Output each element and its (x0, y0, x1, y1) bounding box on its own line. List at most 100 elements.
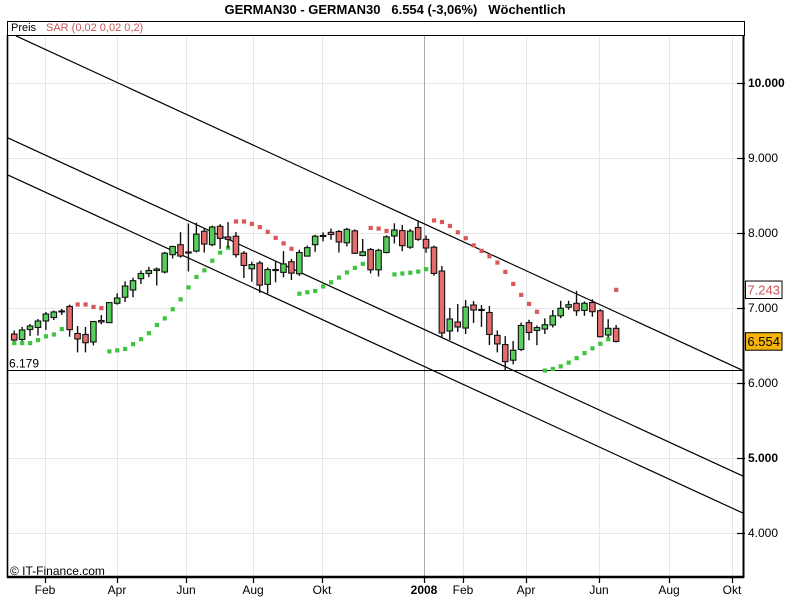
sar-dot (329, 280, 334, 285)
sar-dot (360, 261, 365, 267)
gridlines (7, 35, 744, 578)
sar-dot (313, 288, 318, 294)
candle-body (66, 305, 73, 331)
candle-body (327, 231, 335, 236)
candle-body (10, 333, 18, 341)
candle-body (42, 313, 50, 322)
sar-dot (91, 304, 96, 310)
sar-dot (12, 341, 17, 346)
y-tick-label: 4.000 (748, 526, 778, 540)
chart-title-price: 6.554 (391, 2, 424, 17)
indicator-bar: Preis SAR (0,02 0,02 0,2) (7, 21, 745, 36)
chart-title: GERMAN30 - GERMAN30 6.554 (-3,06%) Wöche… (0, 2, 790, 17)
candle-body (224, 236, 232, 240)
y-tick-label: 10.000 (748, 76, 785, 90)
trendline[interactable] (7, 137, 744, 478)
sar-dot (154, 322, 159, 328)
candle-body (517, 324, 525, 351)
sar-dot (51, 332, 56, 337)
sar-dot (447, 223, 452, 229)
sar-dot (257, 225, 262, 230)
sar-dot (400, 271, 405, 276)
candle-body (121, 285, 129, 298)
candles (10, 220, 620, 371)
candle-body (161, 252, 168, 273)
candle-body (288, 261, 295, 274)
sar-price-tag-text: 7.243 (747, 282, 780, 297)
x-tick-label: Feb (35, 583, 56, 597)
candle-body (573, 302, 580, 312)
axes: 10.000 9.000 8.000 7.000 6.000 5.000 4.000 Feb A… (6, 35, 785, 597)
y-tick-label: 6.000 (748, 376, 778, 390)
sar-dot (162, 316, 167, 321)
sar-dot (59, 327, 64, 332)
sar-dot (186, 285, 191, 290)
y-tick-label: 5.000 (748, 451, 778, 465)
sar-dot (146, 331, 152, 336)
candle-body (264, 268, 271, 285)
candle-body (430, 246, 438, 274)
sar-dot (83, 302, 88, 307)
candle-body (509, 349, 517, 361)
sar-dot (336, 275, 342, 280)
sar-dots (12, 218, 619, 373)
support-level-label: 6.179 (9, 357, 39, 371)
y-tick-label: 7.000 (748, 301, 778, 315)
sar-dot (202, 268, 207, 273)
sar-dot (233, 219, 239, 224)
candle-body (193, 233, 200, 252)
candle-body (177, 244, 184, 257)
candle-body (34, 320, 42, 329)
candle-body (581, 302, 588, 312)
watermark: © IT-Finance.com (10, 564, 105, 578)
candle-body (90, 320, 97, 343)
candle-body (232, 235, 240, 256)
sar-dot (566, 360, 571, 365)
candle-body (319, 234, 327, 238)
sar-dot (210, 258, 215, 263)
candle-body (549, 315, 557, 326)
candle-body (565, 304, 572, 308)
candle-body (359, 251, 366, 257)
candle-body (335, 230, 343, 243)
sar-dot (416, 269, 421, 274)
candle-body (391, 229, 398, 237)
sar-dot (131, 342, 136, 347)
x-tick-label: Feb (453, 583, 474, 597)
trendline[interactable] (7, 174, 744, 515)
last-price-tag-text: 6.554 (747, 334, 780, 349)
sar-dot (273, 235, 278, 240)
candle-body (501, 344, 509, 363)
candle-body (248, 264, 256, 270)
candle-body (383, 236, 390, 254)
sar-dot (455, 230, 460, 235)
sar-dot (384, 228, 389, 234)
candle-body (185, 251, 192, 254)
candle-body (303, 247, 311, 257)
x-tick-label: Okt (313, 583, 332, 597)
sar-dot (479, 248, 484, 253)
drawn-lines (7, 35, 744, 515)
candle-body (216, 225, 224, 239)
candle-body (557, 307, 564, 317)
chart-title-change: (-3,06%) (427, 2, 478, 17)
sar-dot (614, 287, 619, 292)
sar-dot (115, 348, 120, 353)
trendline[interactable] (15, 35, 743, 371)
sar-dot (305, 290, 310, 295)
sar-dot (289, 246, 294, 251)
sar-indicator-label[interactable]: SAR (0,02 0,02 0,2) (46, 22, 144, 34)
sar-dot (138, 337, 144, 342)
sar-dot (281, 241, 286, 246)
pane-label[interactable]: Preis (11, 22, 37, 34)
candle-body (446, 318, 454, 332)
sar-dot (99, 306, 104, 311)
candle-body (105, 302, 113, 324)
sar-dot (542, 368, 548, 373)
sar-dot (424, 267, 429, 272)
candle-body (200, 230, 208, 245)
sar-dot (519, 292, 524, 297)
candle-body (541, 324, 549, 330)
